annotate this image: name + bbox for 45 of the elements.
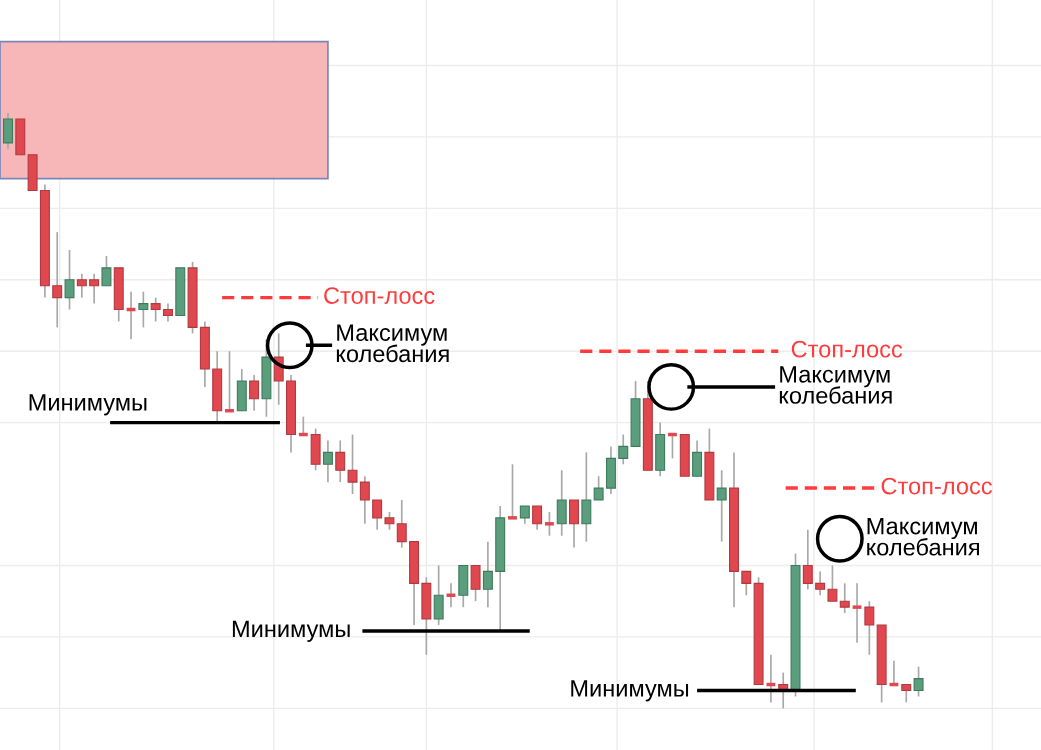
ref-line-label: Минимумы (29, 394, 147, 416)
ref-line-label: Минимумы (571, 680, 689, 702)
candlestick (249, 374, 260, 412)
candlestick (470, 564, 481, 603)
ref-line-label: Минимумы (232, 620, 350, 642)
candlestick (335, 439, 346, 483)
candlestick (150, 296, 161, 323)
candlestick (716, 469, 727, 543)
candlestick (852, 582, 862, 644)
ref-line-label: Стоп-лосс (791, 340, 903, 358)
candlestick (913, 665, 924, 698)
ref-line-label: Стоп-лосс (324, 287, 435, 304)
candlestick (593, 475, 604, 501)
candlestick (692, 439, 703, 478)
candlestick (839, 582, 850, 614)
candlestick (802, 528, 813, 591)
candlestick (76, 272, 87, 299)
candlestick (581, 451, 592, 543)
candlestick (101, 255, 112, 287)
annotation: Максимум колебания (867, 517, 979, 556)
ref-line-label: Стоп-лосс (881, 477, 992, 495)
candlestick (347, 433, 358, 495)
candlestick (64, 249, 75, 311)
candlestick (89, 272, 100, 305)
candlestick (864, 600, 875, 656)
candlestick (618, 433, 629, 466)
candlestick (815, 570, 826, 597)
annotation: Максимум колебания (336, 324, 449, 363)
candlestick (532, 505, 543, 531)
candlestick (138, 290, 149, 329)
candlestick (508, 463, 517, 520)
candlestick (372, 499, 383, 531)
candlestick (556, 469, 567, 537)
candlestick (482, 540, 493, 608)
candlestick (544, 511, 554, 537)
annotation: Максимум колебания (779, 366, 892, 404)
candlestick (741, 570, 752, 597)
candlestick (52, 231, 63, 329)
candlestick (569, 499, 580, 549)
candlestick (3, 112, 13, 150)
candlestick (433, 564, 444, 626)
candlestick (359, 475, 370, 525)
candlestick (827, 564, 838, 603)
candlestick (396, 499, 407, 549)
candlestick (322, 439, 333, 483)
